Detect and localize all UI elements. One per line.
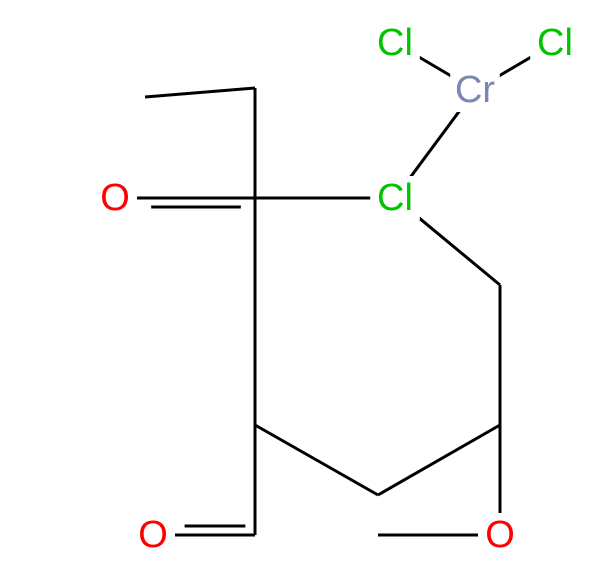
atom-cl-label: Cl xyxy=(377,22,413,64)
bonds-layer xyxy=(137,54,536,535)
atoms-layer: Cl Cl Cr Cl O O O xyxy=(100,21,580,557)
atom-cl-label: Cl xyxy=(377,177,413,219)
molecule-diagram: Cl Cl Cr Cl O O O xyxy=(0,0,597,577)
atom-cl-label: Cl xyxy=(537,22,573,64)
atom-o-label: O xyxy=(100,177,130,219)
atom-o-label: O xyxy=(485,514,515,556)
atom-cr-label: Cr xyxy=(455,69,495,111)
atom-o-label: O xyxy=(138,514,168,556)
